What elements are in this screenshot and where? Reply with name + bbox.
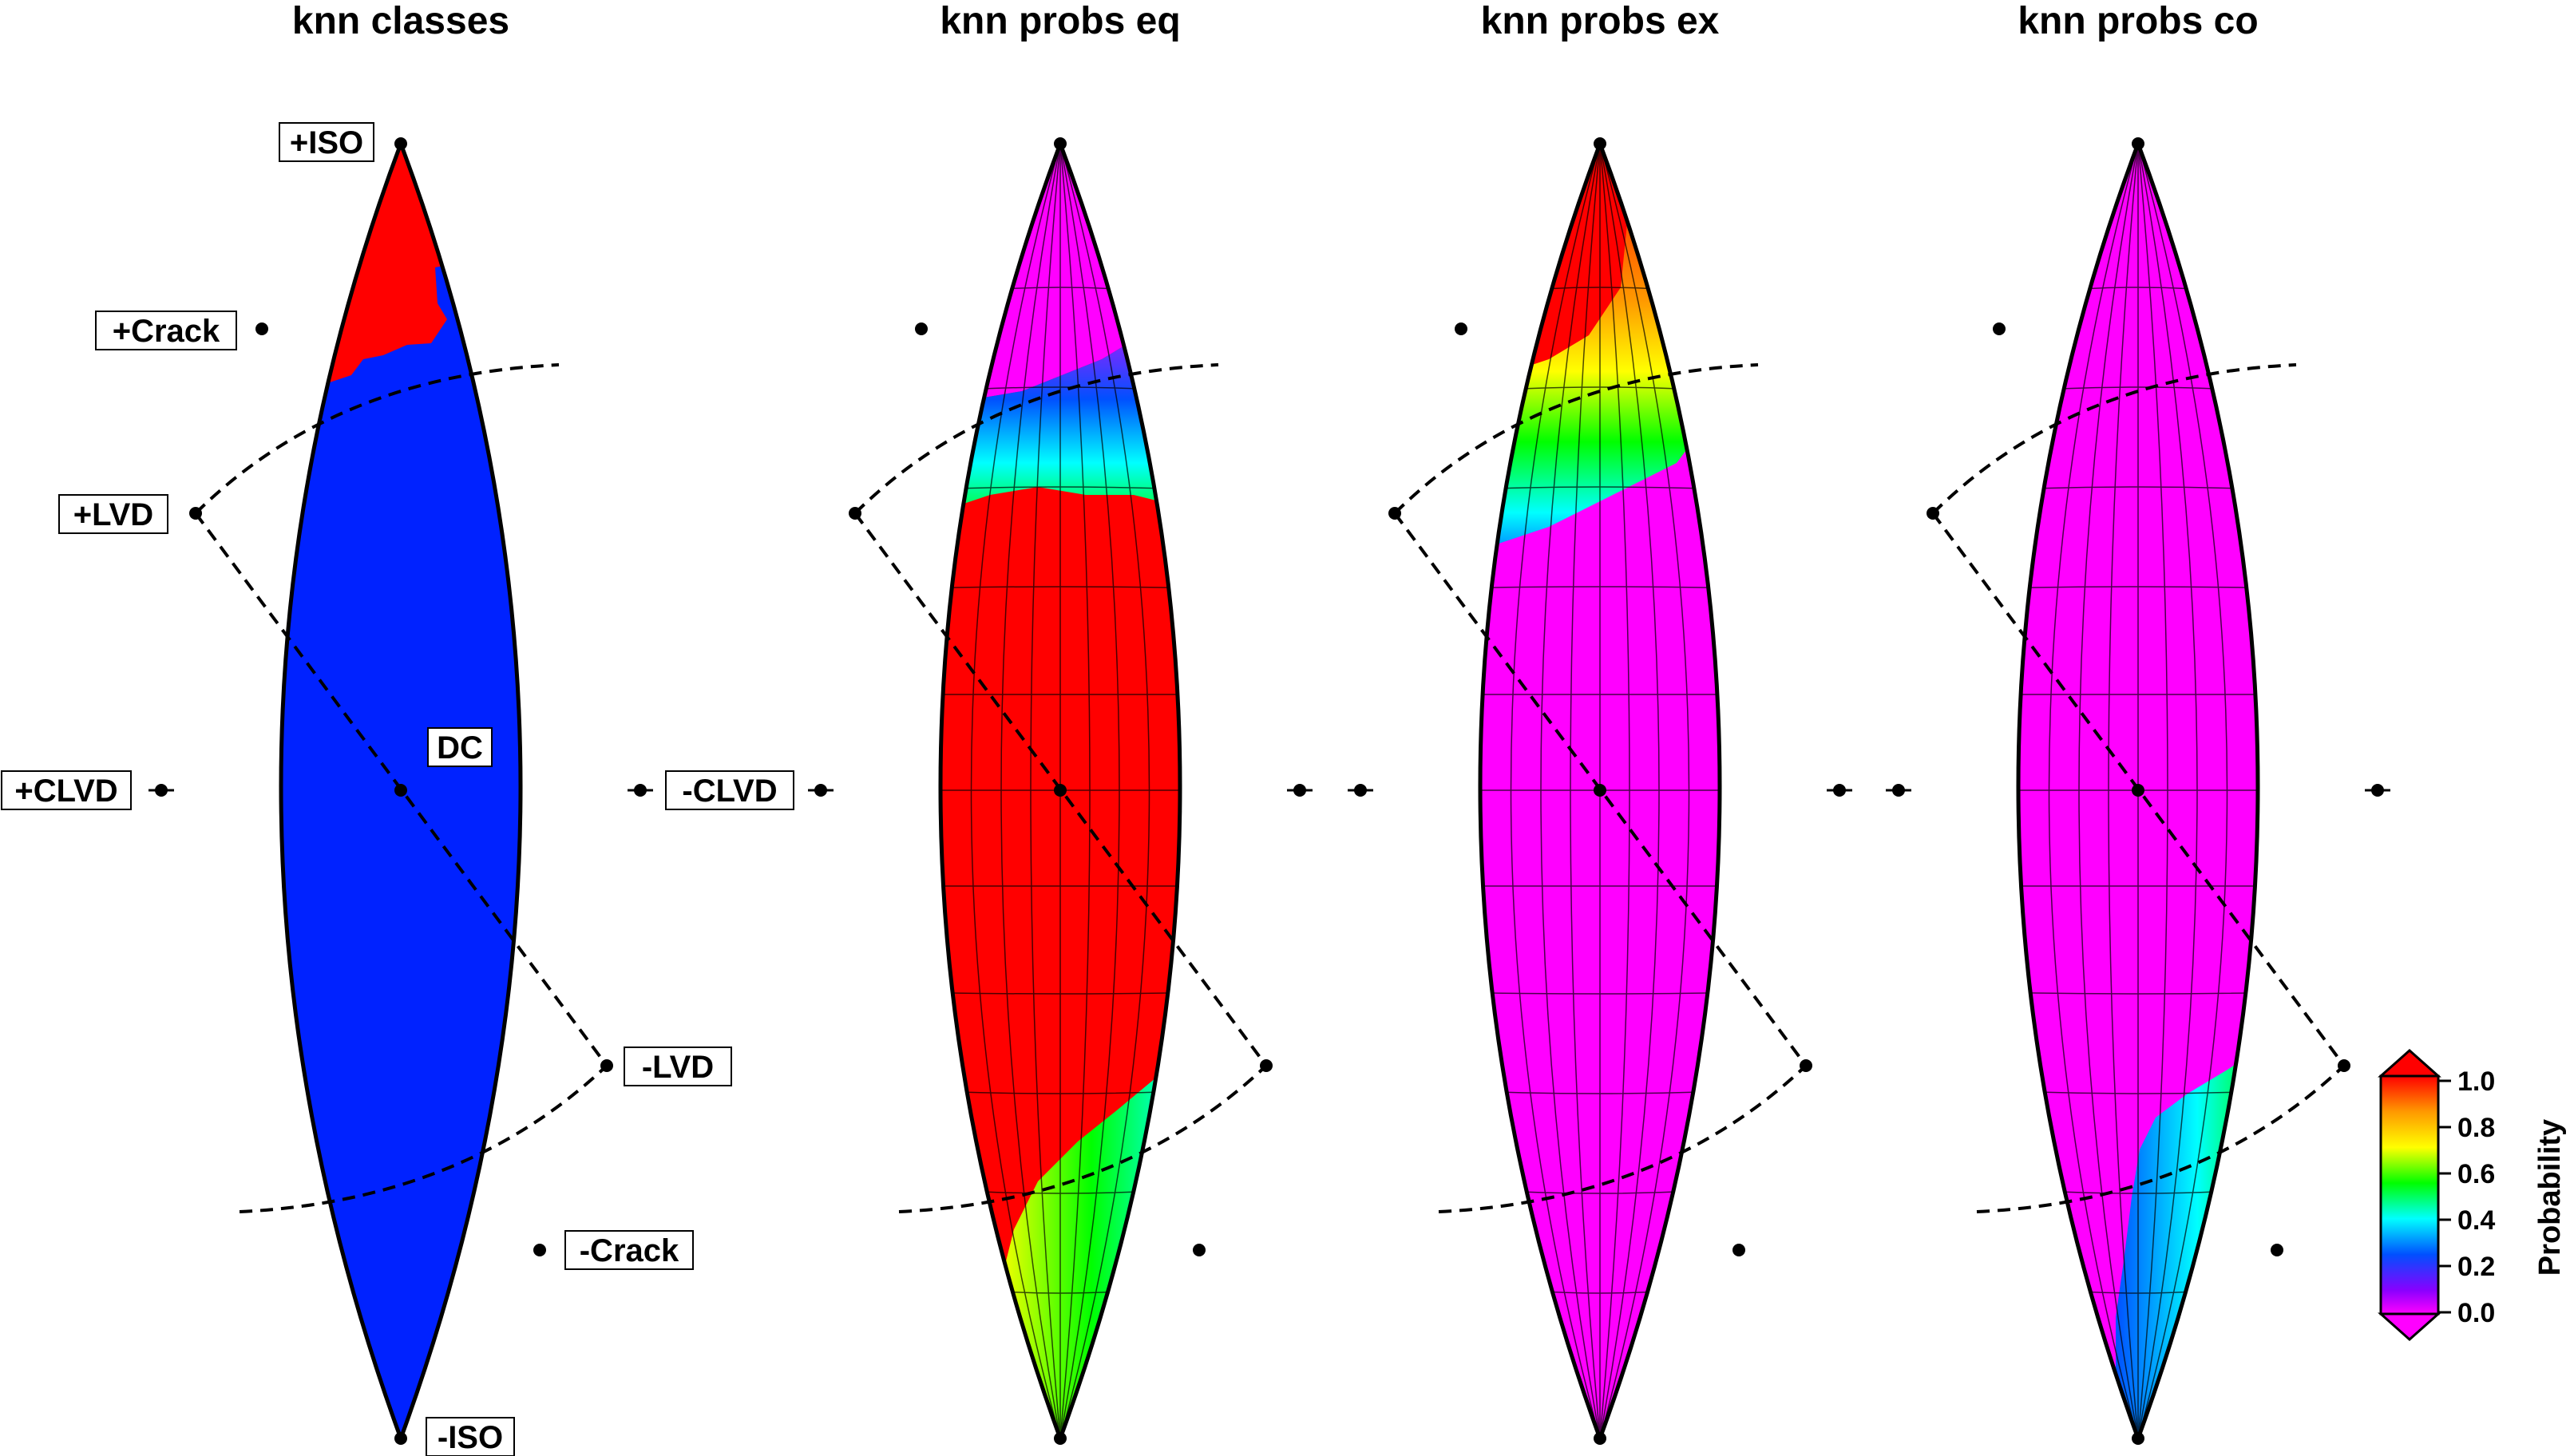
panel-title: knn probs eq <box>940 0 1180 42</box>
svg-text:DC: DC <box>437 730 483 766</box>
graticule <box>2018 144 2258 1438</box>
lvd-curve-upper <box>1393 363 1759 515</box>
svg-text:-Crack: -Crack <box>580 1233 679 1268</box>
colorbar-title: Probability <box>2533 1119 2567 1276</box>
core-high <box>2204 1118 2258 1438</box>
label-clvd-pos: +CLVD <box>1 770 132 810</box>
svg-text:+CLVD: +CLVD <box>14 774 117 809</box>
colorbar-top-triangle <box>2378 1048 2441 1078</box>
svg-text:+ISO: +ISO <box>290 125 363 160</box>
colorbar-tick-label: 0.8 <box>2457 1113 2495 1143</box>
label-crack-pos: +Crack <box>95 311 237 350</box>
source-points <box>814 137 1306 1445</box>
lvd-curve-lower <box>1438 1064 1808 1213</box>
label-lvd-neg: -LVD <box>624 1046 732 1086</box>
source-points <box>1354 137 1846 1445</box>
svg-text:-ISO: -ISO <box>438 1420 503 1455</box>
lvd-curve-upper <box>194 363 560 515</box>
colorbar: 1.0 0.8 0.6 0.4 0.2 0.0 Probability <box>2378 1048 2567 1342</box>
svg-text:-LVD: -LVD <box>642 1050 714 1085</box>
label-lvd-pos: +LVD <box>58 494 168 534</box>
field-low-bottom <box>1150 1062 1180 1438</box>
colorbar-tick-label: 0.0 <box>2457 1298 2495 1328</box>
field-low-top <box>940 144 1180 447</box>
source-points <box>155 137 647 1445</box>
colorbar-tick-label: 1.0 <box>2457 1066 2495 1097</box>
colorbar-tick-label: 0.6 <box>2457 1159 2495 1189</box>
label-clvd-neg: -CLVD <box>665 770 794 810</box>
colorbar-tick-label: 0.4 <box>2457 1205 2495 1236</box>
lvd-curve-upper <box>853 363 1219 515</box>
transition-top <box>940 287 1180 607</box>
svg-text:-CLVD: -CLVD <box>682 774 777 809</box>
panel-title: knn probs co <box>2018 0 2258 42</box>
source-points <box>1892 137 2384 1445</box>
label-crack-neg: -Crack <box>564 1230 694 1270</box>
svg-text:+Crack: +Crack <box>113 314 220 349</box>
panel-title: knn classes <box>292 0 509 42</box>
colorbar-ticks <box>2438 1079 2451 1314</box>
panel-classes: knn classes +ISO +Crack +LVD <box>1 0 794 1456</box>
svg-text:+LVD: +LVD <box>73 497 153 532</box>
lvd-curve-lower <box>239 1064 608 1213</box>
graticule <box>940 144 1180 1438</box>
panel-probs-co: knn probs co <box>1886 0 2390 1445</box>
transition-top <box>1480 144 1717 607</box>
colorbar-tick-label: 0.2 <box>2457 1252 2495 1282</box>
label-dc: DC <box>427 727 493 767</box>
label-iso-neg: -ISO <box>426 1417 515 1456</box>
panel-probs-ex: knn probs ex <box>1348 0 1852 1445</box>
panel-probs-eq: knn probs eq <box>808 0 1313 1445</box>
panel-title: knn probs ex <box>1481 0 1720 42</box>
colorbar-bottom-triangle <box>2378 1312 2441 1342</box>
lvd-curve-lower <box>1976 1064 2346 1213</box>
lvd-curve-upper <box>1931 363 2297 515</box>
colorbar-bar <box>2379 1074 2440 1316</box>
lvd-curve-lower <box>898 1064 1268 1213</box>
label-iso-pos: +ISO <box>279 122 374 162</box>
